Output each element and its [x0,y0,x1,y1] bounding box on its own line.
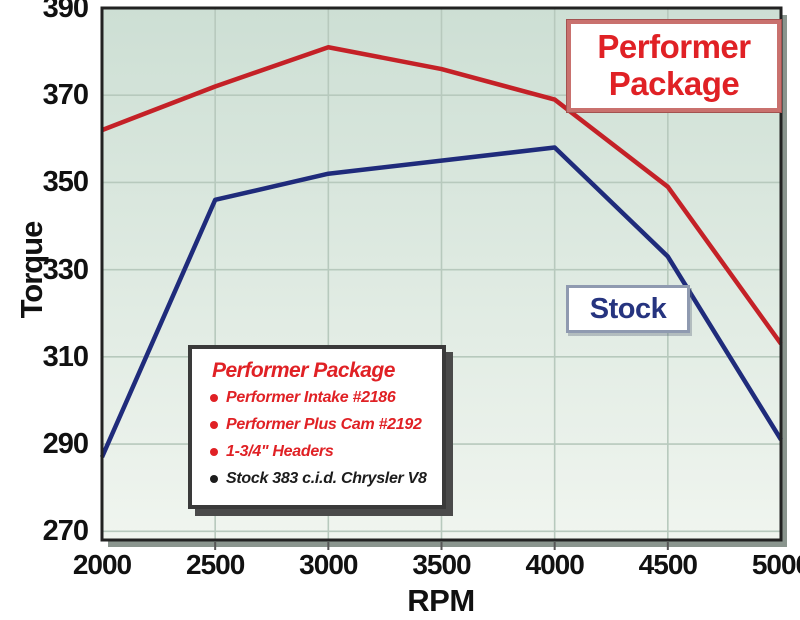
y-tick-label: 310 [42,340,89,373]
x-tick-label: 4500 [638,549,698,580]
performer-callout-line1: Performer [597,28,751,66]
legend-item: 1-3/4" Headers [210,443,442,461]
y-tick-label: 330 [42,253,89,286]
y-tick-label: 370 [42,79,89,112]
series-line-performer-package [101,44,783,346]
legend-title: Performer Package [212,359,395,382]
series-line-stock [99,145,783,459]
plot-border [100,6,783,542]
legend-item: Performer Intake #2186 [210,389,442,407]
x-axis-title: RPM [407,583,475,618]
legend-box: Performer Package Performer Intake #2186… [188,345,446,509]
bullet-icon [210,448,218,456]
x-tick-label: 3000 [299,549,358,580]
legend-item-text: 1-3/4" Headers [226,443,334,460]
x-tick-label: 2000 [72,549,132,580]
x-tick-label: 3500 [412,549,471,580]
y-tick-label: 390 [42,0,89,24]
bullet-icon [210,394,218,402]
legend-item-text: Stock 383 c.i.d. Chrysler V8 [226,470,427,487]
legend-items: Performer Intake #2186 Performer Plus Cam… [210,389,442,488]
y-axis-title: Torque [14,221,49,319]
x-tick-label: 5000 [751,549,800,580]
legend-item-text: Performer Plus Cam #2192 [226,416,422,433]
y-tick-label: 270 [42,515,89,548]
stock-callout: Stock [566,285,690,333]
legend-item: Performer Plus Cam #2192 [210,416,442,434]
y-tick-label: 290 [42,428,89,461]
performer-callout-line2: Package [608,65,740,102]
performer-package-callout: Performer Package [567,20,781,112]
x-tick-label: 2500 [186,549,245,580]
x-tick-label: 4000 [525,549,585,580]
bullet-icon [210,421,218,429]
legend-item: Stock 383 c.i.d. Chrysler V8 [210,470,442,488]
bullet-icon [210,475,218,483]
legend-item-text: Performer Intake #2186 [226,389,396,406]
y-tick-label: 350 [42,166,89,199]
